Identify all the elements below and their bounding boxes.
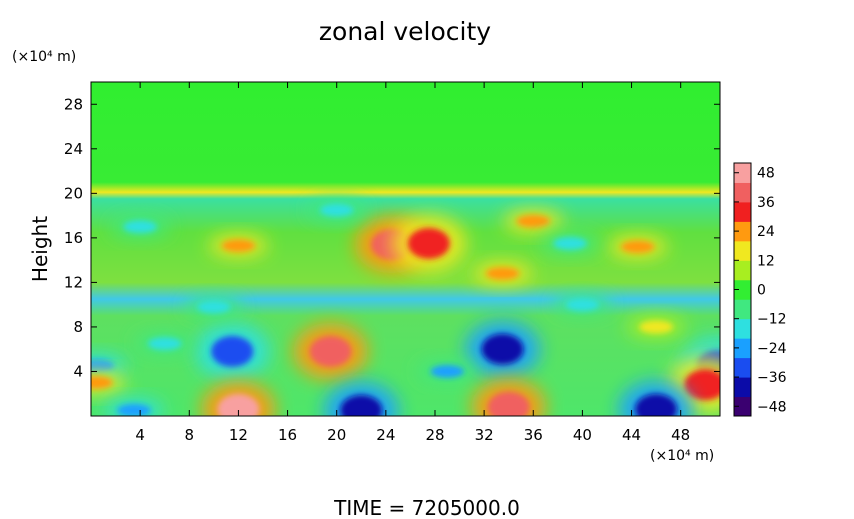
plot-frame: [90, 81, 721, 417]
x-unit-label: (×10⁴ m): [650, 448, 714, 464]
colorbar-tick-label: 12: [757, 253, 775, 269]
x-tick-label: 36: [524, 426, 543, 444]
y-tick-label: 16: [64, 229, 83, 247]
colorbar-swatch: [734, 338, 751, 359]
y-tick-label: 4: [73, 362, 83, 380]
colorbar-swatch: [734, 299, 751, 320]
heatmap-feature: [194, 322, 270, 381]
x-tick-label: 16: [278, 426, 297, 444]
heatmap-feature: [607, 235, 668, 259]
heatmap-feature: [200, 380, 276, 416]
heatmap-feature: [293, 322, 369, 381]
heatmap-feature: [417, 359, 478, 384]
colorbar-swatch: [734, 396, 751, 417]
colorbar-swatch: [734, 279, 751, 300]
x-axis: 4 8 12 16 20 24 28 32 36 40 44 48: [135, 82, 690, 444]
heatmap-feature: [104, 398, 164, 416]
colorbar: 48 36 24 12 0 −12 −24 −36 −48: [733, 162, 787, 417]
y-tick-label: 12: [64, 273, 83, 291]
colorbar-swatch: [734, 377, 751, 398]
y-tick-label: 20: [64, 184, 83, 202]
heatmap-feature: [471, 378, 547, 416]
x-tick-label: 8: [185, 426, 195, 444]
x-tick-label: 40: [573, 426, 592, 444]
heatmap-field: [91, 82, 720, 416]
colorbar-swatch: [734, 318, 751, 339]
heatmap-feature: [618, 380, 694, 416]
y-tick-label: 8: [73, 318, 83, 336]
x-tick-label: 12: [229, 426, 248, 444]
heatmap-feature: [552, 292, 613, 317]
time-footer: TIME = 7205000.0: [333, 496, 520, 519]
x-tick-label: 48: [671, 426, 690, 444]
colorbar-tick-label: 0: [757, 283, 766, 299]
x-tick-label: 32: [475, 426, 494, 444]
colorbar-swatch: [734, 240, 751, 261]
y-axis-label: Height: [28, 216, 52, 282]
x-tick-label: 28: [425, 426, 444, 444]
heatmap-feature: [183, 295, 244, 319]
heatmap-feature: [626, 315, 687, 339]
heatmap-feature: [472, 261, 533, 286]
x-tick-label: 20: [327, 426, 346, 444]
heatmap-feature: [208, 233, 269, 258]
heatmap-feature: [503, 209, 564, 233]
colorbar-swatch: [734, 260, 751, 281]
heatmap-feature: [91, 370, 126, 395]
colorbar-swatch: [734, 163, 751, 183]
colorbar-tick-label: −48: [757, 399, 787, 415]
heatmap-feature: [323, 381, 399, 416]
heatmap-feature: [134, 331, 195, 356]
colorbar-swatch: [734, 221, 751, 242]
colorbar-tick-label: −36: [757, 370, 787, 386]
heatmap-feature: [110, 215, 171, 239]
heatmap-feature: [391, 214, 467, 273]
colorbar-swatch: [734, 357, 751, 378]
chart-title: zonal velocity: [319, 17, 491, 46]
heatmap-feature: [465, 320, 541, 378]
y-axis: 4 8 12 16 20 24 28: [64, 95, 720, 380]
colorbar-swatch: [734, 201, 751, 222]
x-tick-label: 44: [622, 426, 641, 444]
colorbar-tick-label: 24: [757, 224, 775, 240]
colorbar-swatch: [734, 182, 751, 203]
x-tick-label: 24: [376, 426, 395, 444]
colorbar-tick-label: 48: [757, 166, 775, 182]
y-tick-label: 24: [64, 140, 83, 158]
heatmap-feature: [540, 231, 601, 256]
y-tick-label: 28: [64, 95, 83, 113]
colorbar-tick-label: −12: [757, 312, 787, 328]
colorbar-tick-label: −24: [757, 341, 787, 357]
colorbar-tick-label: 36: [757, 195, 775, 211]
heatmap-feature: [306, 198, 367, 222]
x-tick-label: 4: [135, 426, 145, 444]
y-unit-label: (×10⁴ m): [12, 49, 76, 65]
